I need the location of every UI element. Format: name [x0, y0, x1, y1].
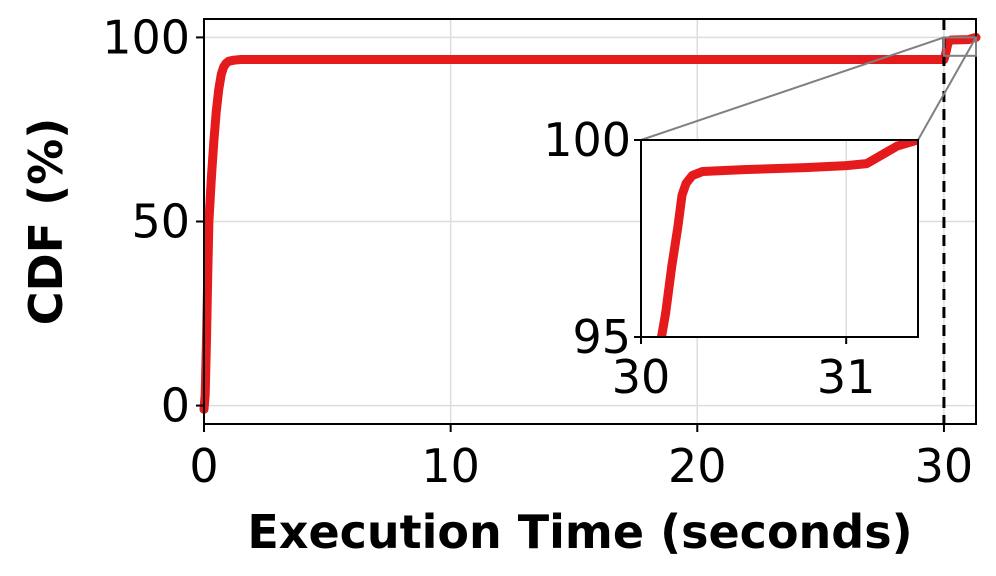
inset-x-tick-label: 30 — [612, 350, 671, 404]
main-grid — [203, 19, 976, 424]
main-x-tick-label: 20 — [668, 439, 727, 493]
inset-ticks: 30 31 95 100 — [543, 113, 875, 404]
main-x-tick-label: 30 — [915, 439, 974, 493]
main-y-tick-label: 0 — [161, 379, 190, 433]
inset-y-tick-label: 100 — [543, 113, 631, 167]
cdf-series-line — [199, 32, 981, 414]
inset-series — [657, 140, 918, 337]
x-axis-label: Execution Time (seconds) — [247, 505, 912, 559]
main-y-tick-label: 100 — [102, 10, 190, 64]
inset-cdf-series-line — [657, 140, 918, 337]
main-x-tick-label: 0 — [189, 439, 218, 493]
main-y-tick-label: 50 — [131, 195, 190, 249]
zoom-region-box — [942, 36, 977, 57]
main-ticks: 0 10 20 30 0 50 100 — [102, 10, 973, 493]
main-series — [199, 32, 981, 414]
zoom-connectors — [640, 36, 977, 141]
zoom-connector-left — [640, 36, 945, 141]
inset-y-tick-label: 95 — [572, 310, 631, 364]
inset-x-tick-label: 31 — [817, 350, 876, 404]
y-axis-label: CDF (%) — [19, 118, 73, 326]
inset-plot-frame — [640, 139, 919, 338]
zoom-connector-right — [917, 36, 977, 141]
main-x-tick-label: 10 — [421, 439, 480, 493]
